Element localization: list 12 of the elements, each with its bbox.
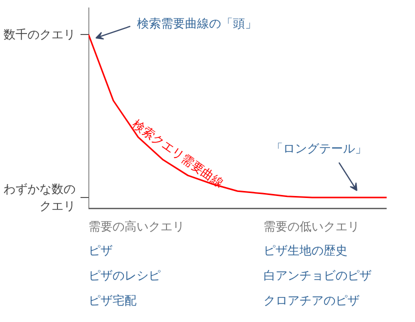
text: 白アンチョビのピザ bbox=[263, 268, 372, 282]
text: ピザ bbox=[88, 243, 112, 258]
text: ピザ生地の歴史 bbox=[263, 243, 348, 258]
text: ピザのレシピ bbox=[88, 268, 160, 282]
text: 需要の低いクエリ bbox=[263, 219, 360, 234]
text: 数千のクエリ bbox=[4, 28, 76, 42]
text: クロアチアのピザ bbox=[263, 294, 360, 308]
text: 検索需要曲線の「頭」 bbox=[137, 16, 258, 31]
text: 需要の高いクエリ bbox=[88, 219, 184, 234]
annotation: 「ロングテール」 bbox=[271, 141, 368, 156]
text: ピザ宅配 bbox=[88, 294, 136, 308]
text: わずかな数のクエリ bbox=[4, 182, 76, 213]
